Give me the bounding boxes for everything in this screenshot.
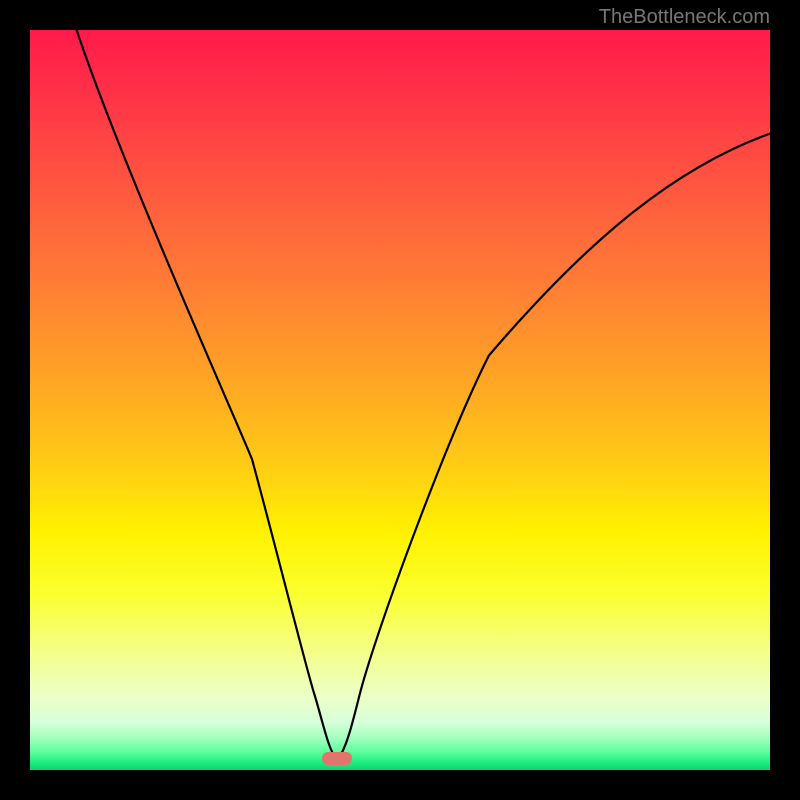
watermark-text: TheBottleneck.com bbox=[599, 6, 770, 29]
optimal-marker bbox=[322, 752, 352, 765]
gradient-background bbox=[30, 30, 770, 770]
chart-svg bbox=[30, 30, 770, 770]
plot-area bbox=[30, 30, 770, 770]
